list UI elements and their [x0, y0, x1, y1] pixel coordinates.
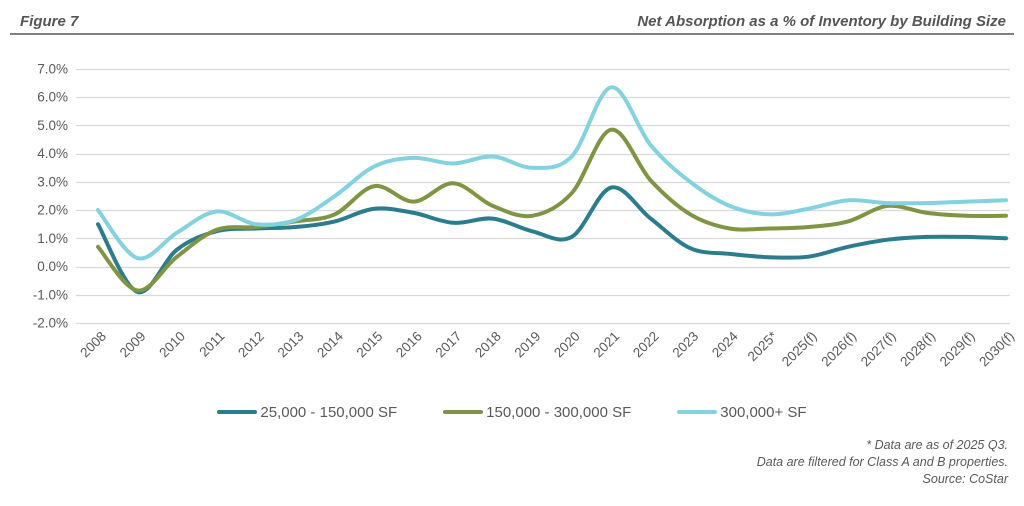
gridlines [76, 68, 1010, 325]
y-tick-label: 1.0% [37, 231, 68, 246]
chart-legend: 25,000 - 150,000 SF 150,000 - 300,000 SF… [0, 403, 1024, 421]
series-line-2 [96, 85, 1008, 261]
x-axis-labels: 2008 2009 2010 2011 2012 2013 2014 2015 2016 2017… [77, 328, 1017, 369]
x-tick-label: 2011 [196, 329, 227, 360]
footnote-filter: Data are filtered for Class A and B prop… [756, 455, 1008, 469]
legend-label: 25,000 - 150,000 SF [260, 403, 398, 421]
x-tick-label: 2013 [275, 329, 307, 361]
x-tick-label: 2017 [433, 329, 465, 361]
y-axis-labels: 7.0% 6.0% 5.0% 4.0% 3.0% 2.0% 1.0% 0.0% -1.0% -2.… [33, 62, 68, 331]
footnote-source: Source: CoStar [922, 472, 1008, 486]
x-tick-label: 2018 [472, 329, 504, 361]
net-absorption-line-chart: 7.0% 6.0% 5.0% 4.0% 3.0% 2.0% 1.0% 0.0% -1.0% -2.… [33, 62, 1017, 370]
x-tick-label: 2021 [590, 329, 622, 361]
x-tick-label: 2009 [117, 329, 149, 361]
y-tick-label: 3.0% [37, 174, 68, 189]
footnote-asterisk: * Data are as of 2025 Q3. [866, 438, 1008, 452]
header-rule [10, 33, 1014, 35]
legend-label: 150,000 - 300,000 SF [486, 403, 632, 421]
x-tick-label: 2023 [669, 329, 701, 361]
legend-item: 300,000+ SF [677, 403, 807, 421]
legend-swatch-mid-sf [443, 410, 484, 414]
x-tick-label: 2027(f) [858, 329, 899, 370]
figure-header: Figure 7 Net Absorption as a % of Invent… [0, 0, 1024, 30]
x-tick-label: 2020 [551, 329, 583, 361]
y-tick-label: 2.0% [37, 203, 68, 218]
x-tick-label: 2024 [709, 328, 741, 360]
chart-footnotes: * Data are as of 2025 Q3. Data are filte… [0, 437, 1024, 488]
x-tick-label: 2014 [314, 328, 346, 360]
y-tick-label: 4.0% [37, 146, 68, 161]
x-tick-label: 2010 [156, 329, 188, 361]
x-tick-label: 2030(f) [976, 329, 1017, 370]
y-tick-label: -1.0% [33, 287, 68, 302]
x-tick-label: 2029(f) [937, 329, 978, 370]
y-tick-label: 7.0% [37, 62, 68, 77]
x-tick-label: 2012 [235, 329, 267, 361]
x-tick-label: 2008 [77, 329, 109, 361]
y-tick-label: 6.0% [37, 90, 68, 105]
legend-item: 150,000 - 300,000 SF [443, 404, 631, 421]
x-tick-label: 2019 [512, 329, 544, 361]
x-tick-label: 2026(f) [818, 329, 859, 370]
series-line-1 [96, 127, 1008, 293]
x-tick-label: 2025(f) [779, 329, 820, 370]
legend-swatch-small-sf [217, 410, 258, 414]
legend-item: 25,000 - 150,000 SF [217, 404, 397, 421]
legend-swatch-large-sf [677, 410, 718, 414]
x-tick-label: 2025* [745, 328, 781, 364]
figure-label: Figure 7 [20, 13, 79, 30]
x-tick-label: 2022 [630, 329, 662, 361]
x-tick-label: 2015 [354, 329, 386, 361]
x-tick-label: 2016 [393, 329, 425, 361]
y-tick-label: 0.0% [37, 259, 68, 274]
y-tick-label: 5.0% [37, 118, 68, 133]
y-tick-label: -2.0% [33, 316, 68, 331]
x-tick-label: 2028(f) [897, 329, 938, 370]
chart-title: Net Absorption as a % of Inventory by Bu… [637, 13, 1006, 30]
legend-label: 300,000+ SF [720, 403, 807, 421]
